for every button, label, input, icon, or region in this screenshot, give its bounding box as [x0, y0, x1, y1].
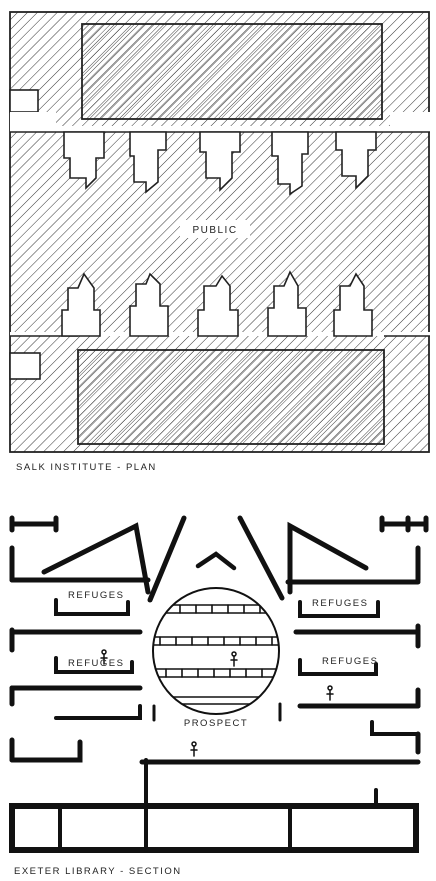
foundation: [9, 803, 419, 853]
notch-left-bottom: [9, 352, 41, 380]
salk-plan: PUBLIC: [9, 11, 430, 453]
atrium-circle: [152, 587, 280, 715]
notch-left-top: [9, 89, 39, 113]
section-caption: EXETER LIBRARY - SECTION: [14, 866, 182, 877]
plan-center-label: PUBLIC: [192, 225, 237, 236]
roof-chevron: [195, 551, 237, 571]
refuges-label-left-lower: REFUGES: [68, 658, 124, 669]
study-towers-bottom: [61, 270, 373, 337]
refuges-label-right-upper: REFUGES: [312, 598, 368, 609]
study-towers-top: [63, 131, 377, 196]
roof-slope-left: [41, 522, 151, 595]
corridor-top: [10, 112, 430, 132]
refuges-label-right-lower: REFUGES: [322, 656, 378, 667]
roof-cap-right: [379, 515, 429, 533]
roof-cap-left: [9, 515, 59, 533]
roof-slope-right: [287, 521, 369, 595]
figure-right: [326, 685, 334, 701]
figure-bottom: [190, 741, 198, 757]
plan-caption: SALK INSTITUTE - PLAN: [16, 462, 157, 473]
lab-building-top: [81, 23, 383, 120]
figure-atrium: [230, 651, 238, 667]
lab-building-bottom: [77, 349, 385, 445]
refuges-label-left-upper: REFUGES: [68, 590, 124, 601]
figure-left: [100, 649, 108, 665]
exeter-section: [9, 515, 429, 853]
floor-left-4: [9, 739, 83, 763]
prospect-label: PROSPECT: [184, 718, 248, 729]
